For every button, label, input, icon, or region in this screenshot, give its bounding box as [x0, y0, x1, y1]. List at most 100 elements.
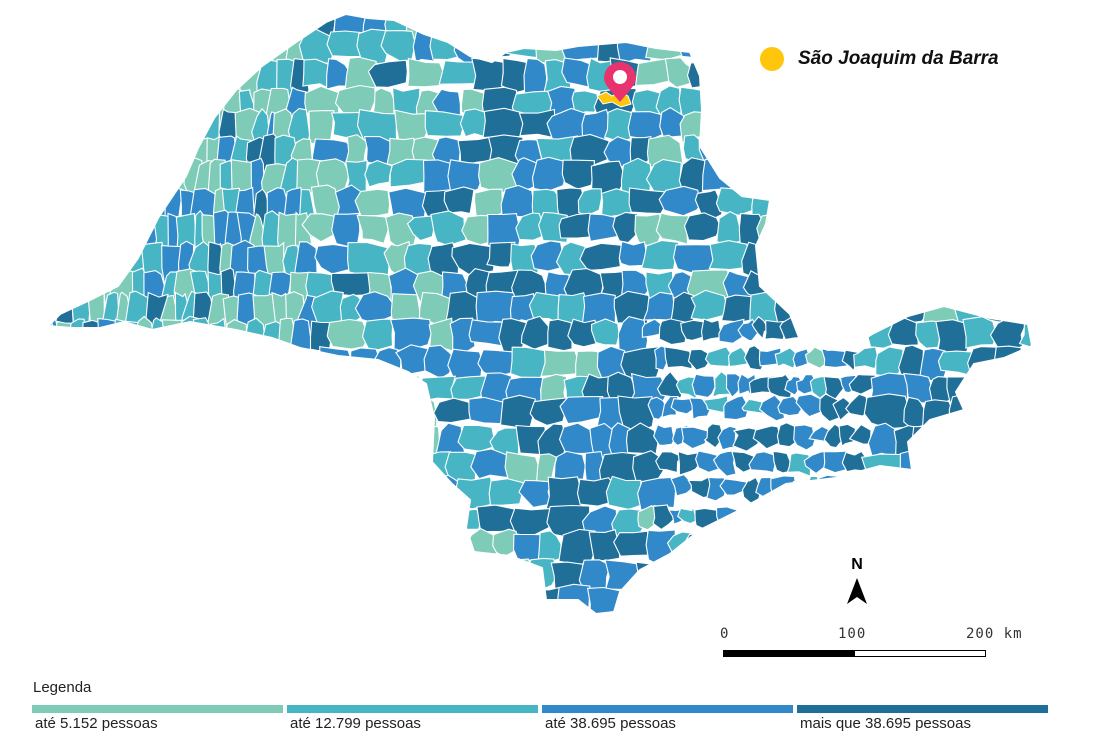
municipality-cell	[877, 187, 919, 216]
municipality-cell	[686, 60, 721, 89]
municipality-cell	[947, 425, 985, 455]
municipality-cell	[85, 86, 107, 141]
municipality-cell	[238, 609, 260, 614]
municipality-cell	[953, 561, 982, 596]
municipality-cell	[130, 90, 151, 139]
municipality-cell	[112, 528, 132, 584]
municipality-cell	[274, 530, 294, 578]
municipality-cell	[531, 611, 571, 614]
municipality-cell	[121, 57, 146, 107]
municipality-cell	[873, 209, 904, 248]
municipality-cell	[110, 210, 137, 273]
municipality-cell	[169, 583, 195, 614]
municipality-cell	[56, 424, 80, 472]
municipality-cell	[443, 186, 475, 215]
municipality-cell	[68, 585, 90, 614]
municipality-cell	[1013, 137, 1032, 167]
municipality-cell	[48, 56, 59, 105]
municipality-cell	[165, 110, 189, 159]
municipality-cell	[62, 609, 88, 614]
municipality-cell	[388, 588, 432, 614]
municipality-cell	[364, 372, 398, 403]
municipality-cell	[485, 585, 518, 614]
municipality-cell	[1002, 451, 1032, 484]
legend-swatch-4	[797, 705, 1048, 713]
municipality-cell	[48, 318, 59, 382]
municipality-cell	[81, 212, 94, 270]
municipality-cell	[564, 609, 594, 614]
municipality-cell	[115, 87, 142, 137]
municipality-cell	[761, 135, 783, 163]
municipality-cell	[389, 317, 432, 352]
municipality-cell	[375, 556, 403, 594]
municipality-cell	[712, 27, 747, 70]
municipality-cell	[112, 425, 139, 476]
municipality-cell	[124, 394, 147, 445]
municipality-cell	[1031, 394, 1032, 429]
municipality-cell	[81, 14, 103, 62]
municipality-cell	[627, 111, 663, 141]
municipality-cell	[789, 504, 817, 528]
municipality-cell	[983, 586, 1013, 614]
municipality-cell	[95, 372, 120, 419]
municipality-cell	[832, 396, 854, 422]
municipality-cell	[52, 506, 77, 555]
municipality-cell	[65, 370, 92, 436]
municipality-cell	[1013, 504, 1032, 540]
legend-label-4: mais que 38.695 pessoas	[800, 715, 971, 732]
municipality-cell	[641, 239, 680, 271]
municipality-cell	[540, 349, 581, 377]
municipality-cell	[805, 136, 846, 165]
municipality-cell	[363, 393, 402, 432]
legend-item-3: até 38.695 pessoas	[542, 705, 793, 732]
municipality-cell	[71, 88, 96, 147]
municipality-cell	[290, 558, 318, 614]
municipality-cell	[89, 346, 113, 390]
municipality-cell	[837, 86, 875, 117]
legend-label-1: até 5.152 pessoas	[35, 715, 158, 732]
municipality-cell	[285, 423, 313, 484]
municipality-cell	[655, 451, 684, 474]
municipality-cell	[1015, 347, 1032, 380]
municipality-cell	[158, 86, 184, 133]
municipality-cell	[424, 110, 468, 137]
municipality-cell	[670, 398, 695, 415]
municipality-cell	[789, 241, 824, 270]
municipality-cell	[856, 583, 898, 614]
municipality-cell	[727, 85, 752, 117]
municipality-cell	[193, 609, 220, 614]
municipality-cell	[195, 530, 213, 587]
municipality-cell	[161, 504, 190, 559]
state-outline	[45, 12, 1034, 616]
municipality-cell	[909, 505, 942, 538]
municipality-cell	[103, 474, 126, 529]
municipality-cell	[263, 375, 288, 420]
municipality-cell	[83, 506, 103, 560]
municipality-cell	[298, 473, 321, 529]
municipality-cell	[684, 560, 708, 589]
municipality-cell	[637, 476, 677, 512]
municipality-cell	[391, 610, 433, 614]
municipality-cell	[84, 374, 101, 420]
municipality-cell	[300, 613, 333, 614]
municipality-cell	[921, 135, 965, 166]
municipality-cell	[635, 560, 664, 595]
municipality-cell	[963, 506, 994, 538]
municipality-cell	[819, 585, 846, 614]
municipality-cell	[930, 214, 963, 243]
municipality-cell	[71, 556, 97, 612]
municipality-cell	[119, 610, 134, 614]
municipality-cell	[990, 242, 1023, 272]
municipality-cell	[654, 557, 689, 590]
municipality-cell	[588, 529, 621, 562]
municipality-cell	[354, 531, 381, 565]
municipality-cell	[206, 531, 229, 583]
municipality-cell	[48, 214, 67, 270]
municipality-cell	[529, 397, 570, 426]
municipality-cell	[133, 583, 151, 614]
municipality-cell	[834, 477, 858, 496]
municipality-cell	[791, 270, 833, 302]
municipality-cell	[48, 610, 61, 614]
municipality-cell	[296, 395, 336, 431]
municipality-cell	[192, 372, 209, 428]
